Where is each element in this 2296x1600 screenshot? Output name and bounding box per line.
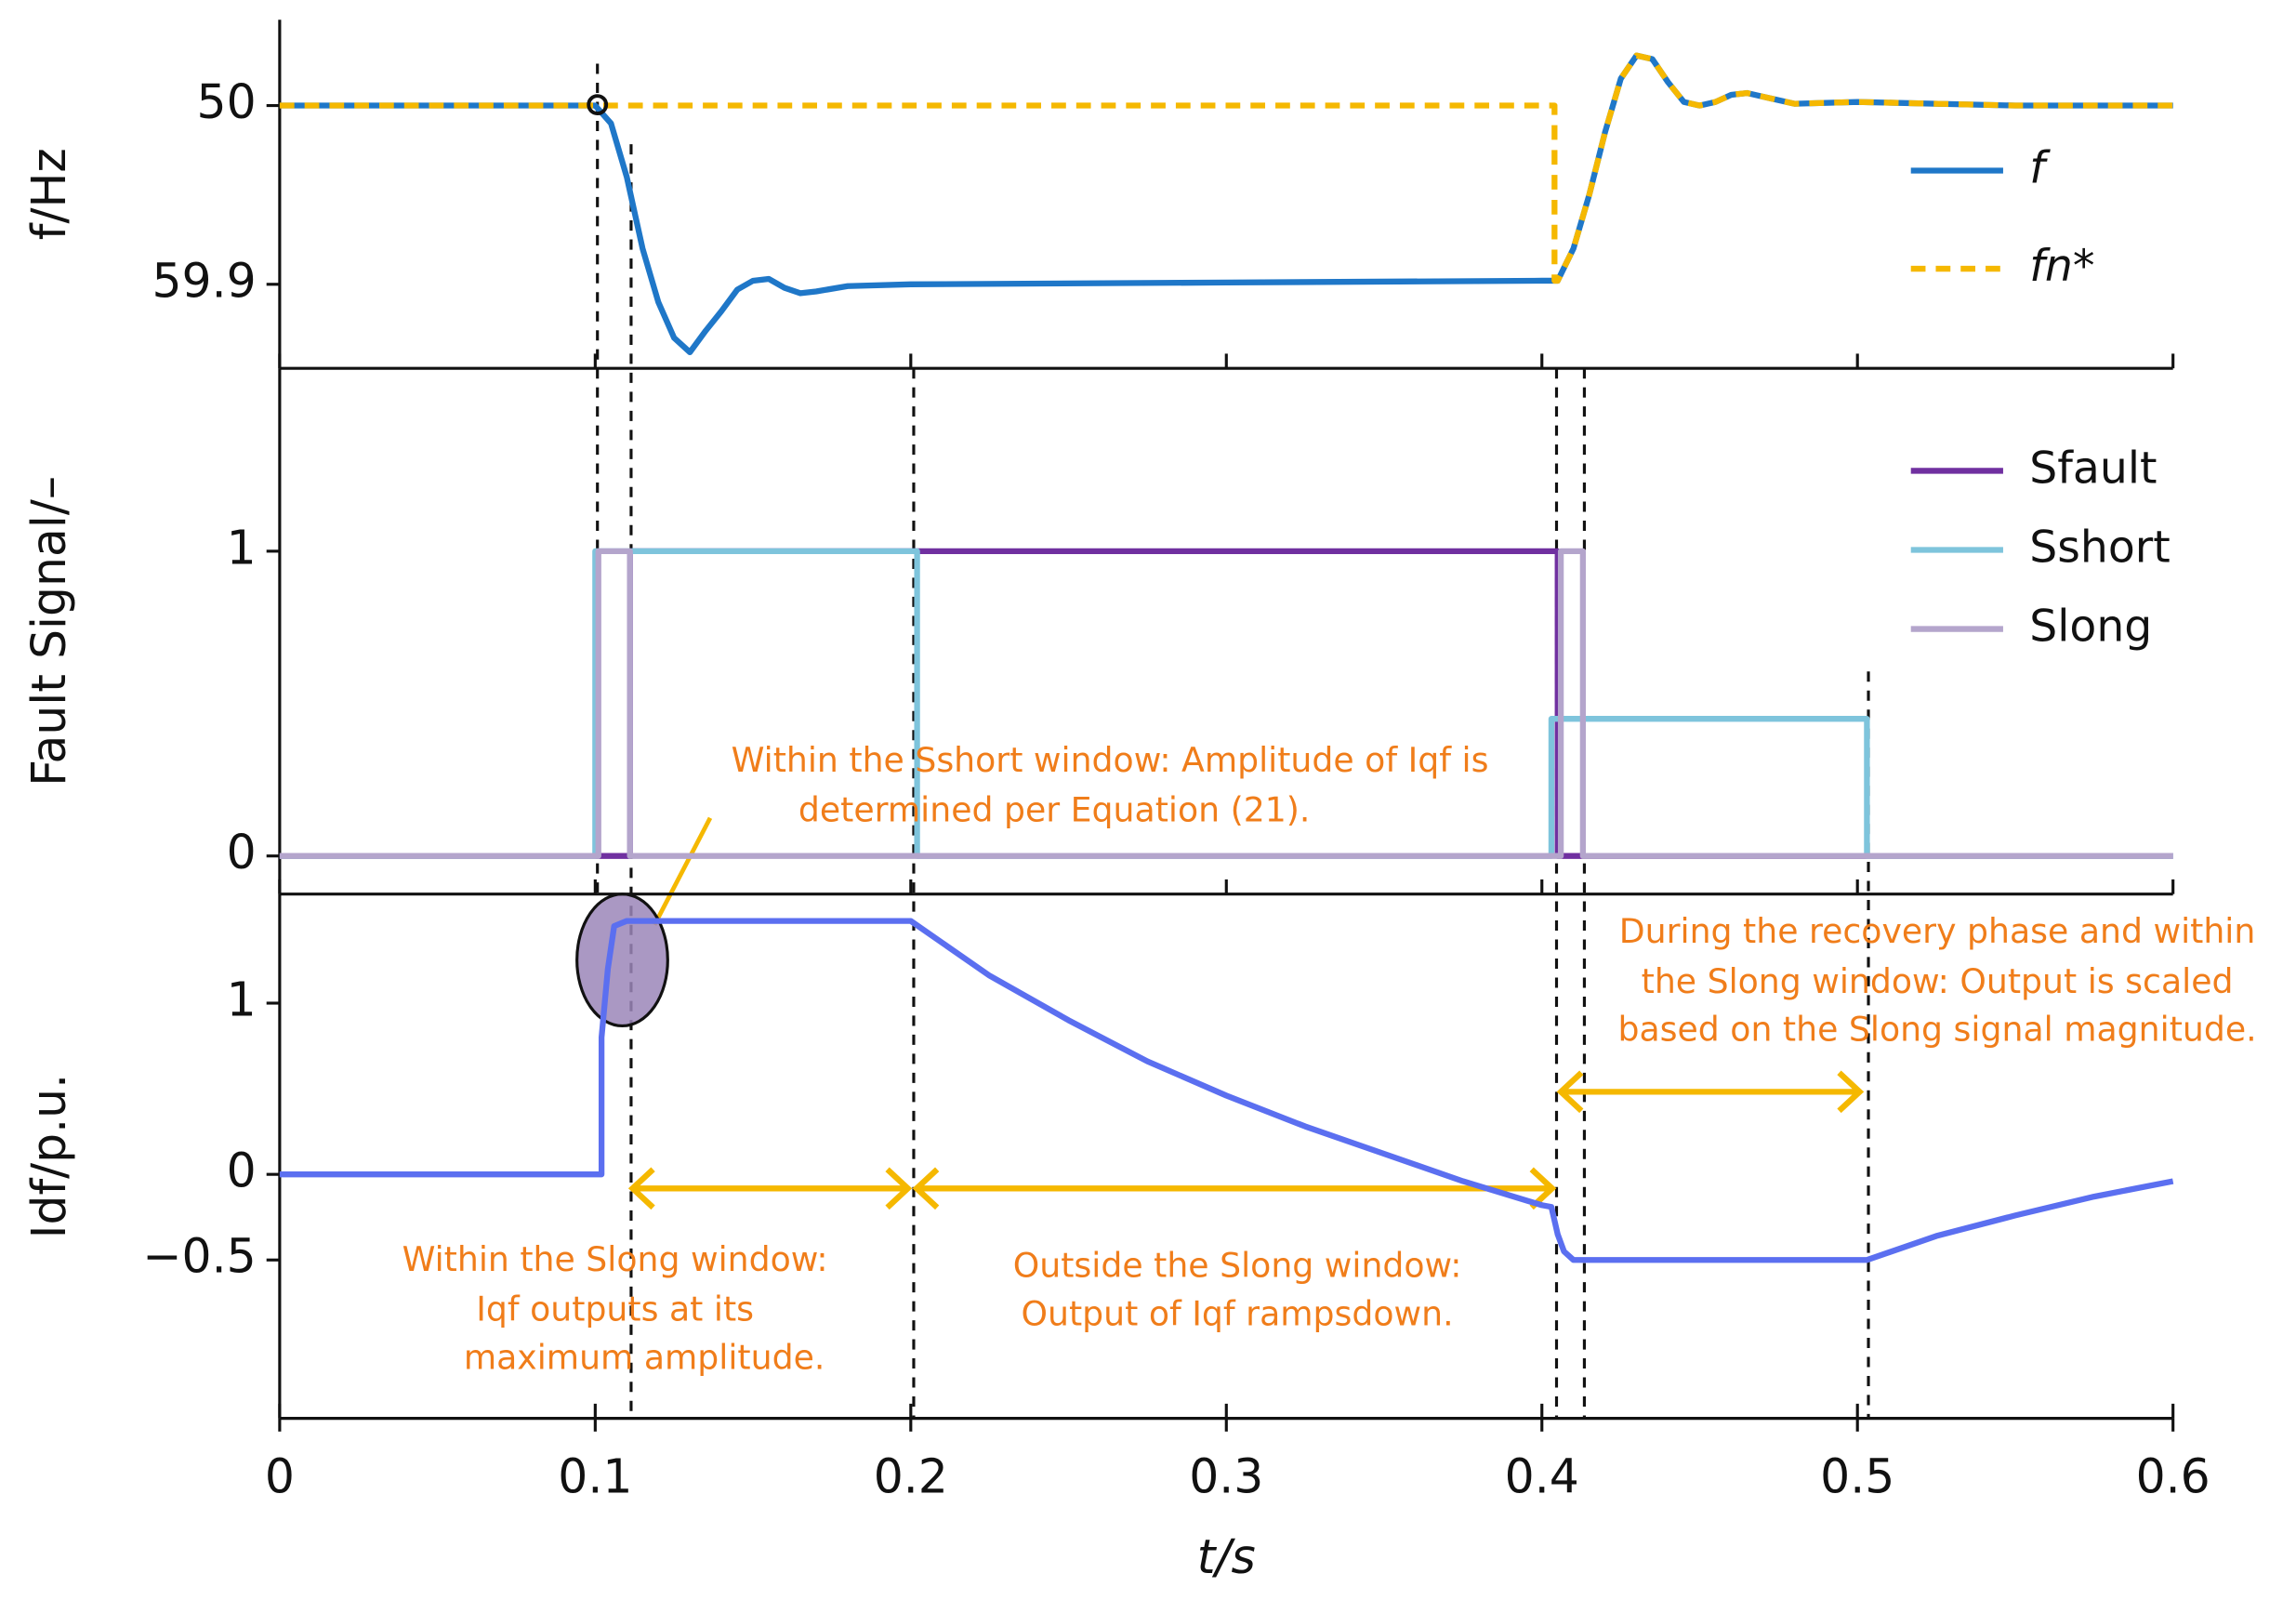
x-tick-label: 0.6 <box>2136 1448 2210 1503</box>
legend-label: Sfault <box>2029 443 2157 494</box>
annotation: Within the Slong window: <box>402 1239 828 1279</box>
x-tick-label: 0 <box>265 1448 295 1503</box>
annotation: During the recovery phase and within <box>1619 911 2256 951</box>
y-tick-label: 0 <box>227 1144 257 1198</box>
legend-label: fn* <box>2029 241 2094 292</box>
series-line <box>279 918 2174 1263</box>
series-line <box>279 548 2173 859</box>
x-tick-label: 0.3 <box>1189 1448 1263 1503</box>
highlight-ellipse <box>575 893 669 1028</box>
annotation: Output of Iqf rampsdown. <box>1022 1293 1454 1333</box>
annotation: based on the Slong signal magnitude. <box>1617 1010 2256 1050</box>
x-tick-label: 0.2 <box>874 1448 948 1503</box>
annotation: Iqf outputs at its <box>476 1289 754 1329</box>
y-tick-label: 59.9 <box>152 253 256 308</box>
y-axis-label: Fault Signal/– <box>21 476 76 787</box>
annotation: maximum amplitude. <box>464 1338 825 1378</box>
series-line <box>279 52 2173 356</box>
double-arrow <box>627 1167 913 1210</box>
x-axis-label: t/s <box>1197 1529 1256 1584</box>
y-tick-label: −0.5 <box>142 1229 256 1284</box>
y-tick-label: 1 <box>227 972 257 1026</box>
y-tick-label: 0 <box>227 825 257 879</box>
x-tick-label: 0.4 <box>1505 1448 1579 1503</box>
y-tick-label: 50 <box>197 74 257 129</box>
annotation: Outside the Slong window: <box>1013 1245 1462 1285</box>
x-tick-label: 0.5 <box>1820 1448 1894 1503</box>
series-line <box>279 52 2173 284</box>
y-axis-label: Idf/p.u. <box>21 1074 76 1239</box>
pointer-line <box>653 816 713 926</box>
annotation: the Slong window: Output is scaled <box>1642 961 2234 1001</box>
double-arrow <box>1556 1070 1865 1114</box>
x-tick-label: 0.1 <box>558 1448 632 1503</box>
y-tick-label: 1 <box>227 520 257 575</box>
double-arrow <box>912 1167 1557 1210</box>
annotation: Within the Sshort window: Amplitude of I… <box>732 740 1489 780</box>
legend-label: Sshort <box>2029 522 2170 573</box>
legend-label: Slong <box>2029 602 2152 653</box>
legend-label: f <box>2029 143 2051 194</box>
annotation: determined per Equation (21). <box>798 789 1311 829</box>
y-axis-label: f/Hz <box>21 148 76 240</box>
start-marker <box>587 94 609 116</box>
plot: 50 59.9 f/Hz f fn* 0 1 Fault Signal/– Sfault Ssho… <box>21 20 2257 1584</box>
